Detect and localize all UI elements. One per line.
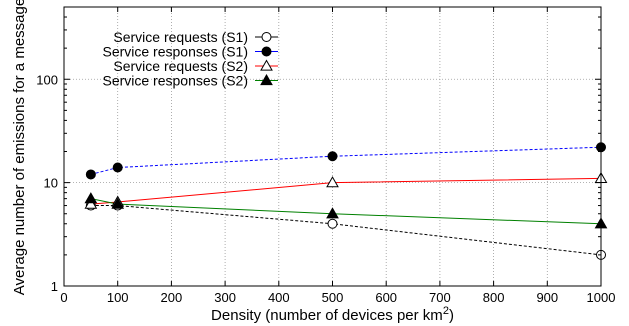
x-tick-label: 0 xyxy=(60,290,67,305)
legend-label: Service responses (S2) xyxy=(102,73,248,89)
series-line-4 xyxy=(90,198,602,225)
legend-label: Service requests (S1) xyxy=(113,29,248,45)
y-tick-label: 1 xyxy=(51,279,58,294)
x-tick-label: 1000 xyxy=(587,290,616,305)
grid xyxy=(64,7,601,286)
x-tick-label: 100 xyxy=(107,290,129,305)
x-tick-label: 900 xyxy=(536,290,558,305)
legend-label: Service responses (S1) xyxy=(102,44,248,60)
series-line-1 xyxy=(90,205,602,256)
x-axis-title-superscript: 2 xyxy=(443,305,449,317)
data-point-series-2 xyxy=(112,162,123,173)
x-axis-title-end: ) xyxy=(449,307,454,324)
series-lines xyxy=(90,146,602,256)
legend-marker xyxy=(261,46,272,57)
series-line-3 xyxy=(90,177,602,205)
x-tick-label: 800 xyxy=(483,290,505,305)
x-tick-label: 200 xyxy=(161,290,183,305)
x-tick-label: 400 xyxy=(268,290,290,305)
legend-marker xyxy=(260,73,273,86)
x-axis-ticks: 0 100 200 300 400 500 600 700 800 900 1000 xyxy=(60,7,615,305)
x-tick-label: 500 xyxy=(322,290,344,305)
x-tick-label: 600 xyxy=(375,290,397,305)
data-point-series-3 xyxy=(84,197,98,209)
series-line-2 xyxy=(90,146,602,175)
legend: Service requests (S1)Service responses (… xyxy=(102,29,278,89)
y-axis-title: Average number of emissions for a messag… xyxy=(11,0,28,295)
y-tick-label: 100 xyxy=(36,72,58,87)
data-point-series-4 xyxy=(326,207,339,219)
legend-label: Service requests (S2) xyxy=(113,58,248,74)
x-axis-title-main: Density (number of devices per km xyxy=(211,307,443,324)
series-markers xyxy=(84,142,608,260)
legend-marker xyxy=(260,59,273,71)
data-point-series-2 xyxy=(327,151,338,162)
x-tick-label: 300 xyxy=(214,290,236,305)
y-tick-label: 10 xyxy=(44,176,58,191)
y-axis-ticks: 1 10 100 xyxy=(36,6,601,294)
data-point-series-3 xyxy=(326,176,339,188)
data-point-series-4 xyxy=(111,197,125,209)
x-axis-title: Density (number of devices per km2) xyxy=(211,305,454,324)
legend-marker xyxy=(261,32,272,42)
x-tick-label: 700 xyxy=(429,290,451,305)
data-point-series-2 xyxy=(85,169,96,180)
data-point-series-4 xyxy=(84,192,98,204)
data-point-series-1 xyxy=(327,218,338,229)
